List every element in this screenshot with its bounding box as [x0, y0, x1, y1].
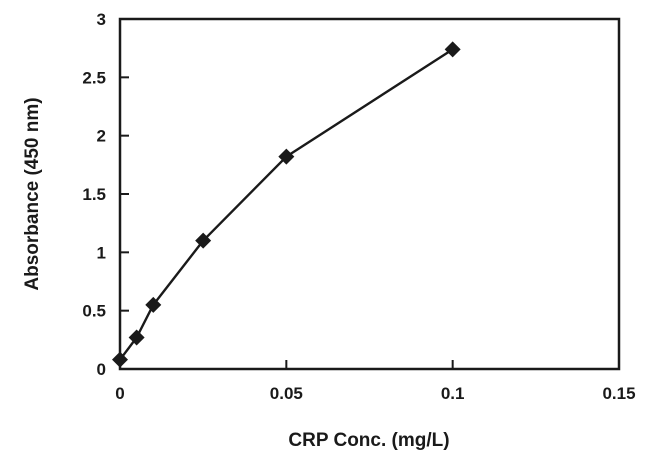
y-tick-label: 2: [97, 127, 106, 146]
data-point: [278, 148, 295, 165]
data-point: [145, 296, 162, 313]
data-point: [112, 351, 128, 368]
x-tick-label: 0.15: [602, 384, 635, 403]
x-axis-title: CRP Conc. (mg/L): [288, 430, 449, 451]
y-tick-label: 2.5: [82, 68, 106, 87]
y-axis-ticks: 0 0.5 1 1.5 2 2.5 3: [82, 10, 129, 379]
y-tick-label: 1.5: [82, 185, 106, 204]
y-tick-label: 0: [97, 360, 106, 379]
x-tick-label: 0: [115, 384, 124, 403]
y-axis-title: Absorbance (450 nm): [22, 97, 43, 290]
y-tick-label: 0.5: [82, 302, 106, 321]
plot-frame: [118, 17, 621, 371]
data-point: [195, 232, 212, 249]
y-tick-label: 3: [97, 10, 106, 29]
series-line: [119, 48, 454, 361]
data-point: [444, 41, 461, 58]
x-tick-label: 0.1: [441, 384, 465, 403]
y-tick-label: 1: [97, 243, 106, 262]
series-layer: [112, 41, 461, 368]
x-axis-ticks: 0 0.05 0.1 0.15: [115, 360, 636, 403]
x-tick-label: 0.05: [270, 384, 303, 403]
data-point: [128, 329, 145, 346]
